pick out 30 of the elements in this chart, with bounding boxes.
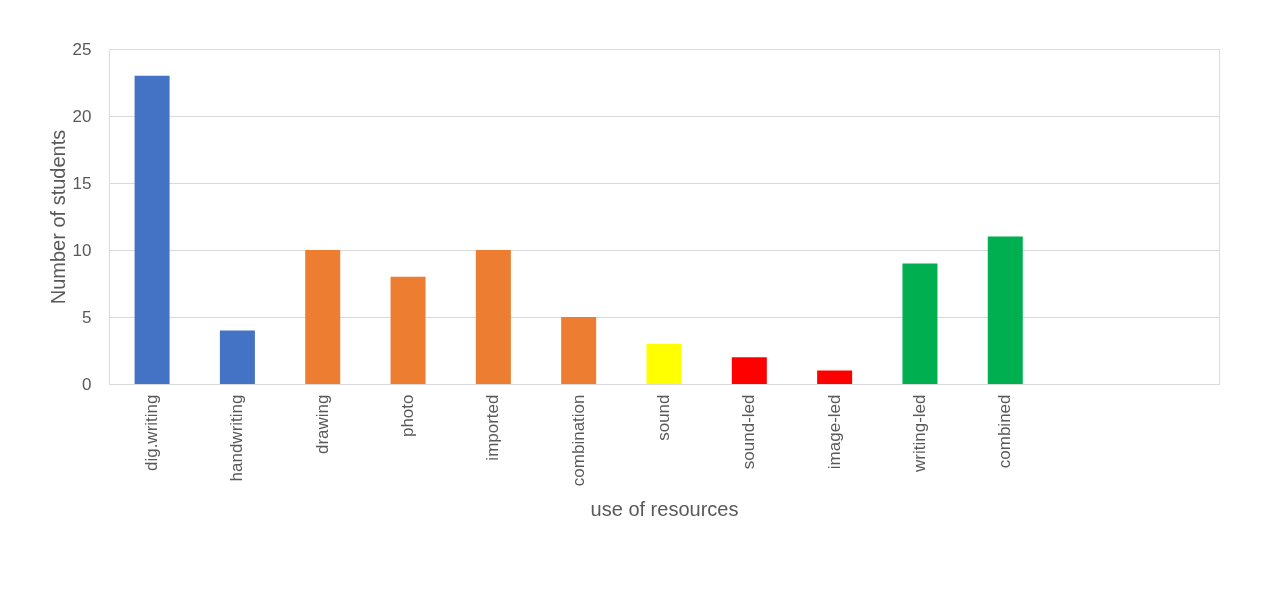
y-tick-label: 15 (72, 173, 92, 193)
x-tick-label: combination (568, 394, 588, 487)
y-tick-label: 5 (82, 307, 92, 327)
x-tick-label: writing-led (909, 394, 929, 473)
y-tick-label: 20 (72, 106, 92, 126)
bar (134, 75, 170, 384)
y-axis-title: Number of students (46, 129, 69, 305)
bar (987, 236, 1023, 384)
bar (219, 330, 255, 384)
x-tick-label: sound-led (739, 394, 759, 470)
bar (817, 370, 853, 384)
x-tick-label: photo (398, 394, 418, 438)
x-tick-label: image-led (824, 394, 844, 470)
bar (731, 357, 767, 384)
x-tick-label: sound (654, 394, 673, 441)
bar (646, 343, 682, 384)
x-tick-label: handwriting (227, 394, 247, 482)
x-tick-label: combined (995, 394, 1015, 469)
x-tick-label: drawing (312, 394, 332, 455)
y-tick-label: 0 (82, 374, 92, 394)
x-tick-label: dig.writing (142, 394, 162, 472)
bar (305, 250, 341, 384)
y-tick-label: 10 (72, 240, 92, 260)
bar (475, 250, 511, 384)
bar (561, 317, 597, 384)
bar (390, 276, 426, 384)
x-tick-label: imported (483, 394, 503, 461)
x-axis-title: use of resources (590, 498, 739, 521)
y-tick-label: 25 (72, 39, 92, 59)
bar (902, 263, 938, 384)
